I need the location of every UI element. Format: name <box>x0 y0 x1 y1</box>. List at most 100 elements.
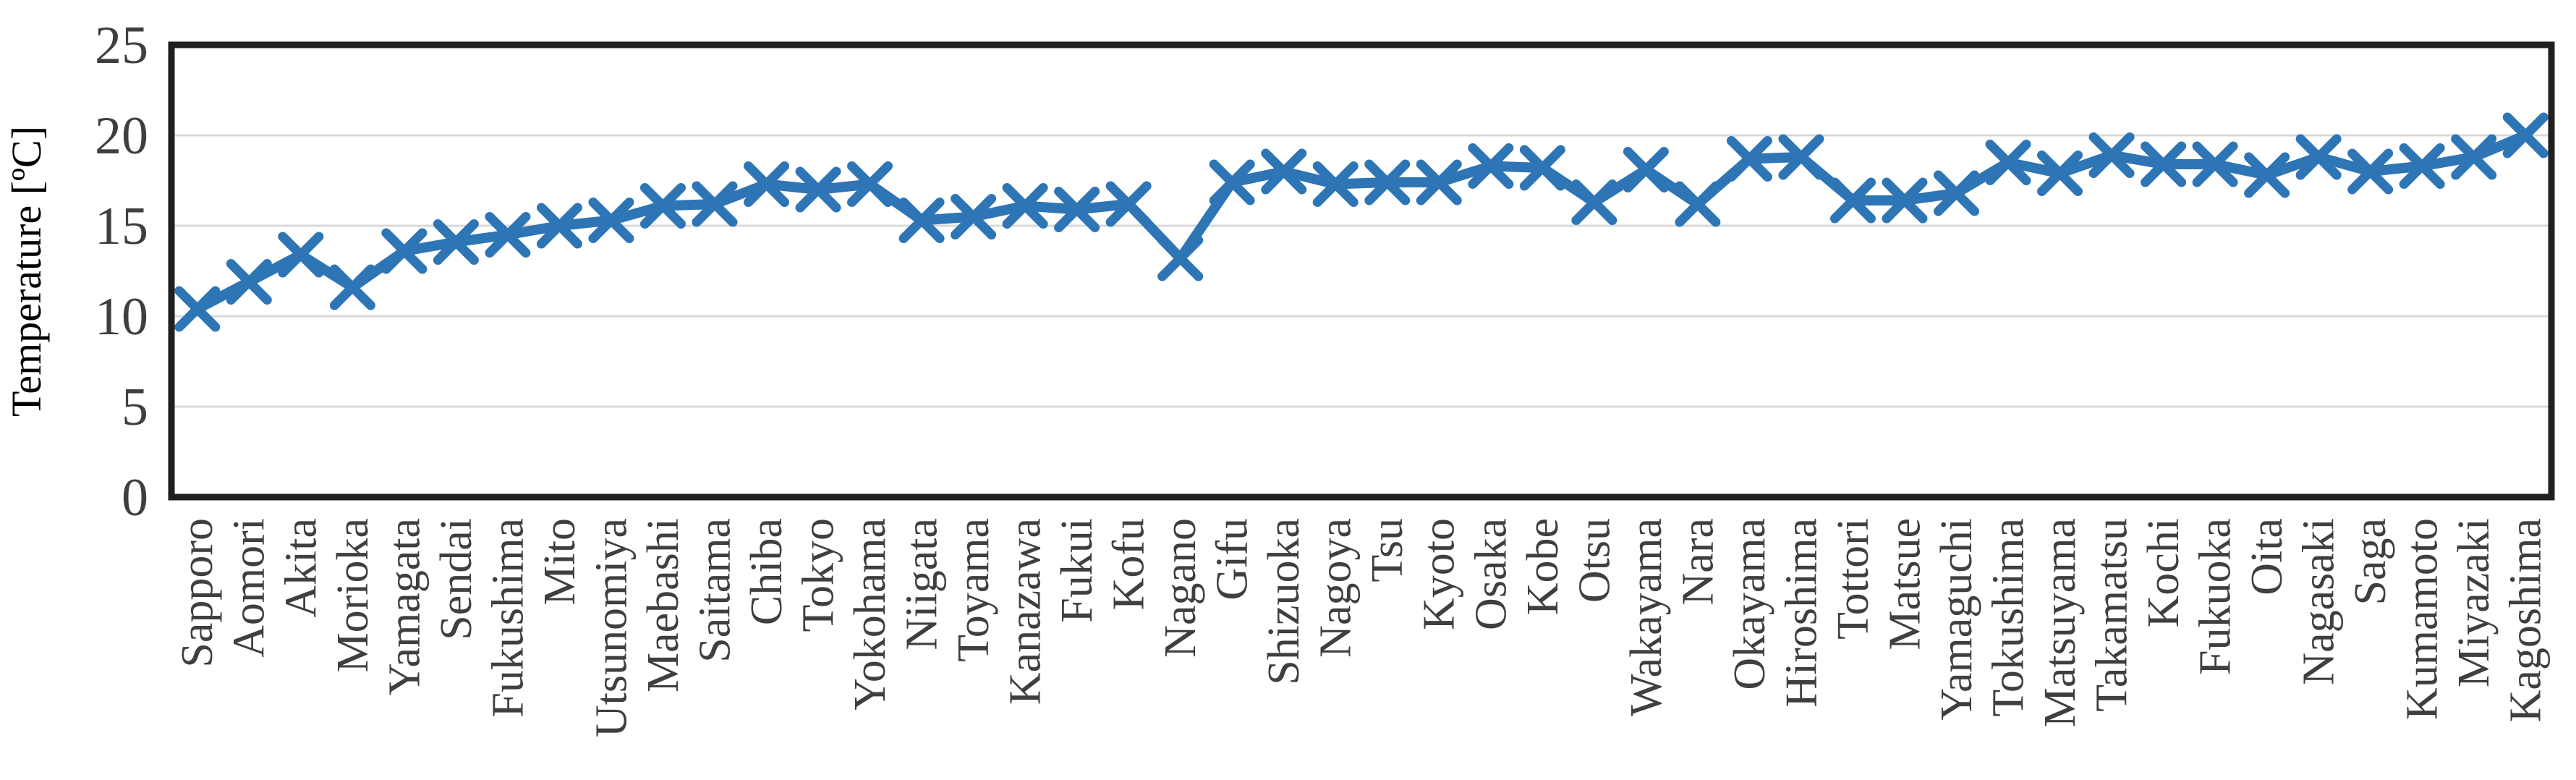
data-point-marker <box>485 212 531 258</box>
data-point-marker <box>744 161 789 207</box>
data-point-marker <box>847 161 893 207</box>
x-category-label: Sendai <box>432 518 481 640</box>
x-category-label: Aomori <box>225 518 274 658</box>
y-tick-label: 20 <box>95 106 148 166</box>
x-category-label: Tottori <box>1829 518 1878 640</box>
x-category-label: Nara <box>1673 518 1722 605</box>
x-category-label: Sapporo <box>173 518 222 668</box>
temperature-series-line <box>174 112 2549 332</box>
data-point-marker <box>951 194 997 239</box>
x-category-label: Akita <box>276 518 326 618</box>
data-point-marker <box>329 264 375 310</box>
x-category-label: Kochi <box>2139 518 2188 628</box>
data-point-marker <box>1882 177 1928 224</box>
data-point-marker <box>639 183 686 229</box>
data-point-marker <box>1054 187 1100 232</box>
data-point-marker <box>1468 143 1514 189</box>
data-point-marker <box>1985 140 2031 185</box>
x-category-label: Wakayama <box>1622 518 1671 716</box>
data-point-marker <box>433 219 479 265</box>
x-category-label: Oita <box>2243 518 2292 595</box>
x-category-label: Maebashi <box>639 518 688 692</box>
data-point-marker <box>1934 170 1979 216</box>
x-category-label: Utsunomiya <box>587 518 636 737</box>
y-tick-label: 5 <box>122 378 148 437</box>
y-tick-label: 10 <box>95 287 148 347</box>
x-category-label: Mito <box>535 518 585 606</box>
x-category-label: Kagoshima <box>2501 518 2551 722</box>
data-point-marker <box>1829 177 1876 224</box>
data-point-marker <box>536 203 582 249</box>
data-point-marker <box>381 228 428 274</box>
x-category-label: Morioka <box>328 518 378 673</box>
data-point-marker <box>1157 235 1204 281</box>
data-point-marker <box>2088 132 2135 178</box>
x-category-label: Matsuyama <box>2036 518 2085 727</box>
x-category-label: Gifu <box>1208 518 1257 601</box>
y-tick-label: 15 <box>95 197 148 256</box>
x-category-label: Hiroshima <box>1777 518 1826 708</box>
data-point-marker <box>795 166 841 213</box>
data-point-marker <box>1519 145 1565 191</box>
plot-border <box>168 41 2555 501</box>
x-category-label: Kobe <box>1518 518 1568 615</box>
x-category-label: Tokushima <box>1984 518 2033 717</box>
x-category-label: Saga <box>2346 518 2395 606</box>
horizontal-gridlines <box>171 134 2551 408</box>
data-point-marker <box>1623 147 1669 192</box>
x-category-label: Kyoto <box>1415 518 1464 630</box>
data-line <box>192 130 2531 314</box>
x-category-label: Chiba <box>742 518 791 625</box>
data-point-marker <box>278 232 324 278</box>
data-point-marker <box>1364 159 1411 205</box>
x-category-label: Nagano <box>1156 518 1205 658</box>
data-point-marker <box>174 286 221 332</box>
data-point-marker <box>2295 134 2342 180</box>
data-point-marker <box>588 198 634 243</box>
x-category-label: Fukushima <box>483 518 532 718</box>
x-axis-category-labels: Sapporo Aomori Akita Morioka Yamagata Sendai F… <box>173 518 2550 737</box>
x-category-label: Yokohama <box>846 518 895 711</box>
y-tick-label: 0 <box>122 468 148 527</box>
data-point-marker <box>2502 112 2549 158</box>
x-category-label: Saitama <box>690 518 739 663</box>
x-category-label: Tsu <box>1363 518 1412 582</box>
data-point-marker <box>2451 134 2497 180</box>
data-point-marker <box>2244 152 2290 198</box>
x-category-label: Niigata <box>898 518 947 650</box>
data-point-marker <box>1002 183 1048 229</box>
data-point-marker <box>2347 148 2394 195</box>
data-point-marker <box>1675 181 1721 227</box>
data-point-marker <box>1105 181 1152 227</box>
x-category-label: Nagoya <box>1312 518 1361 658</box>
x-category-label: Fukui <box>1053 518 1102 623</box>
x-category-label: Matsue <box>1880 518 1929 650</box>
x-category-label: Kofu <box>1105 518 1154 610</box>
x-category-label: Yamagata <box>380 518 429 695</box>
data-point-marker <box>1726 136 1772 182</box>
x-category-label: Toyama <box>949 518 998 662</box>
y-axis-tick-labels: 0 5 10 15 20 25 <box>95 16 148 527</box>
x-category-label: Tokyo <box>794 518 843 632</box>
data-point-marker <box>1571 179 1618 225</box>
data-point-marker <box>226 259 272 305</box>
data-point-marker <box>692 181 738 227</box>
data-point-marker <box>898 198 945 243</box>
x-category-label: Takamatsu <box>2088 518 2137 712</box>
x-category-label: Fukuoka <box>2191 518 2240 675</box>
x-category-label: Kanazawa <box>1001 518 1050 705</box>
x-category-label: Kumamoto <box>2398 518 2447 720</box>
data-point-marker <box>1261 148 1307 195</box>
data-point-marker <box>1416 159 1462 205</box>
data-point-marker <box>2192 141 2238 187</box>
x-category-label: Yamaguchi <box>1932 518 1981 721</box>
data-point-marker <box>1209 159 1255 205</box>
x-category-label: Nagasaki <box>2295 518 2344 685</box>
data-point-marker <box>2141 141 2187 187</box>
data-point-marker <box>1312 161 1359 207</box>
y-axis-title: Temperature [ºC] <box>3 126 50 417</box>
x-category-label: Shizuoka <box>1259 518 1309 685</box>
x-category-label: Okayama <box>1725 518 1774 690</box>
